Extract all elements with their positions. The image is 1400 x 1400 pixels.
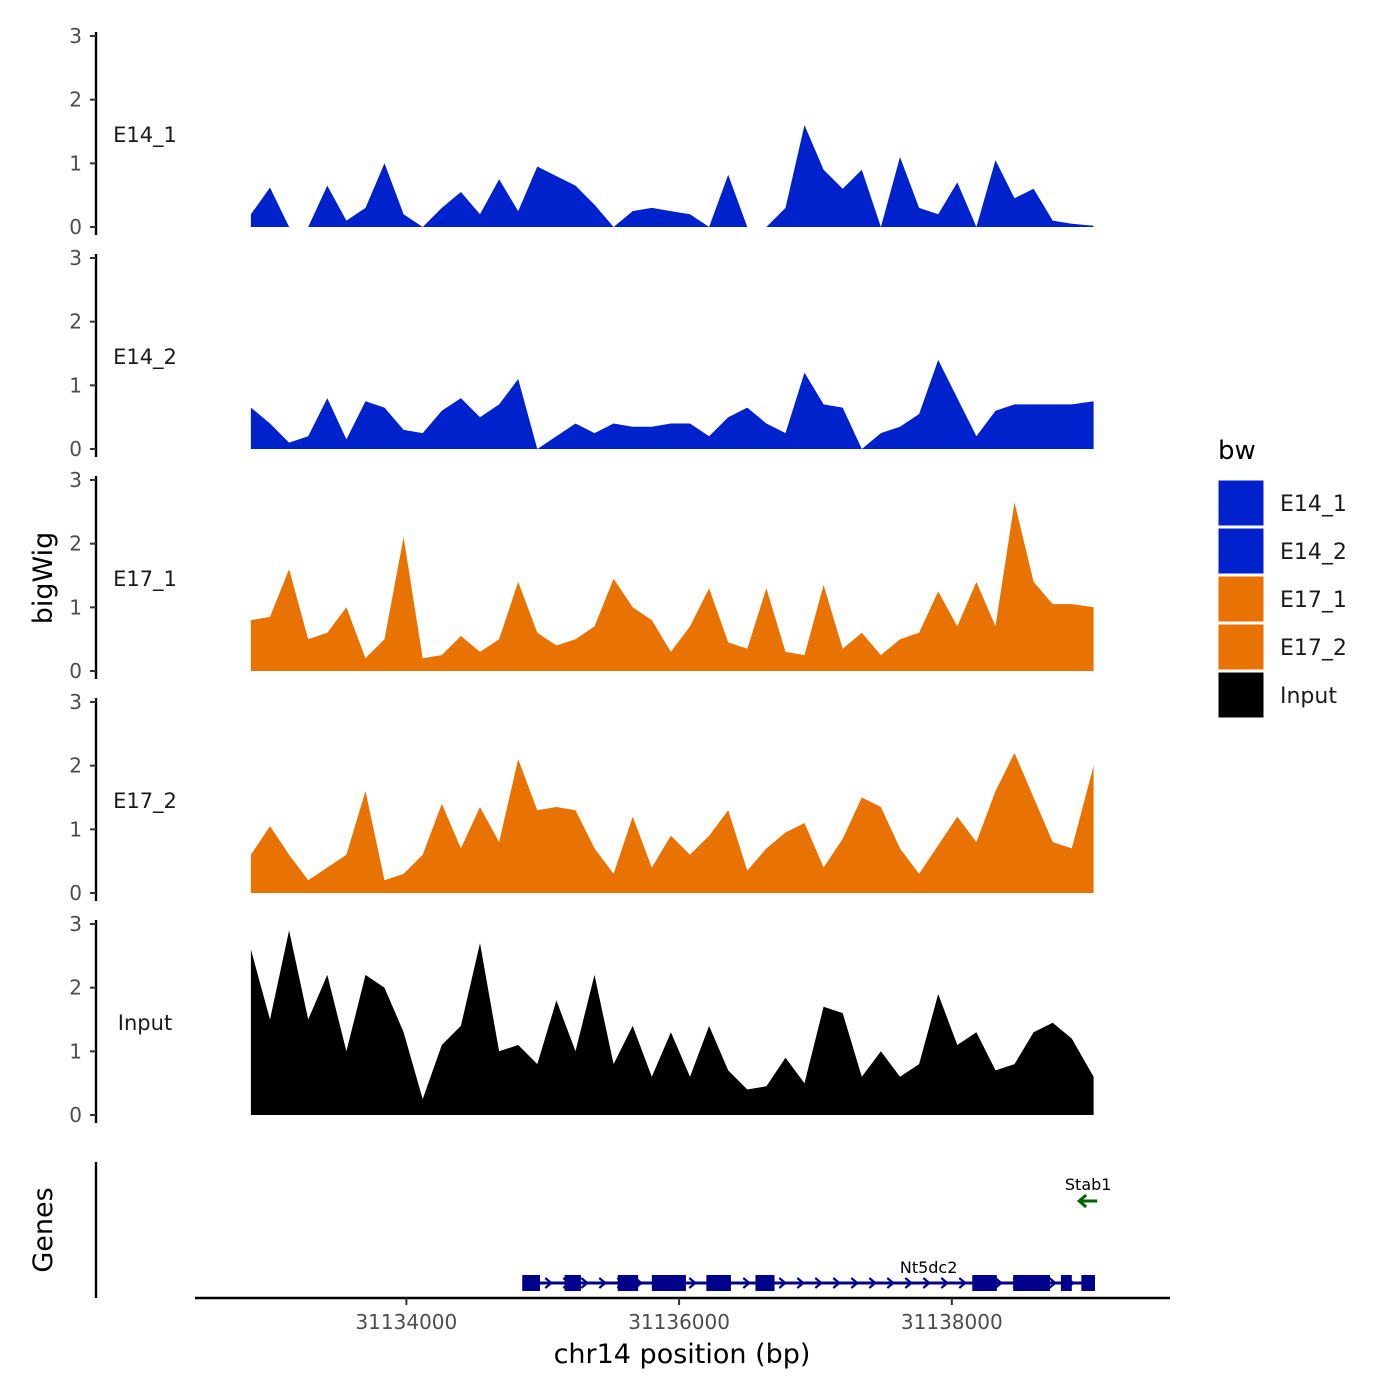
gene-track: 31134000 31136000 31138000 Nt5dc2 Stab1 [94,1162,1170,1334]
track-E17_2: 0 1 2 3 E17_2 [69,690,1094,905]
strand-arrow [922,1277,931,1289]
y-tick-label: 0 [69,215,82,239]
legend-label: E14_2 [1280,540,1347,565]
legend-label: Input [1280,684,1337,709]
y-tick-label: 1 [69,817,82,841]
strand-arrow [814,1277,823,1289]
track-E14_1: 0 1 2 3 E14_1 [69,24,1094,239]
exon [1013,1275,1050,1291]
exon [972,1275,997,1291]
y-tick-label: 2 [69,754,82,778]
y-tick-label: 0 [69,659,82,683]
strand-arrow [958,1277,967,1289]
y-tick-label: 3 [69,246,82,270]
legend-label: E17_1 [1280,588,1347,613]
legend-swatch-E17_2 [1217,623,1265,671]
y-tick-label: 1 [69,1039,82,1063]
strand-arrow-head [1076,1193,1088,1209]
strand-arrow [544,1277,553,1289]
legend-title: bw [1218,436,1256,466]
y-tick-label: 3 [69,24,82,48]
y-tick-label: 2 [69,88,82,112]
track-label: E17_1 [113,567,177,592]
y-tick-label: 0 [69,881,82,905]
gene-models: Nt5dc2 Stab1 [522,1175,1111,1291]
track-label: Input [118,1011,172,1035]
exon [564,1275,581,1291]
strand-arrow [580,1277,589,1289]
y-tick-label: 1 [69,595,82,619]
y-tick-label: 1 [69,151,82,175]
x-tick-label: 31136000 [628,1310,730,1334]
exon [1081,1275,1095,1291]
signal-area-E14_2 [250,359,1094,449]
strand-arrow [886,1277,895,1289]
exon [522,1275,540,1291]
exon [617,1275,639,1291]
y-tick-label: 3 [69,912,82,936]
strand-arrow [940,1277,949,1289]
signal-area-E14_1 [250,125,1094,227]
track-E14_2: 0 1 2 3 E14_2 [69,246,1094,461]
signal-area-E17_1 [250,502,1094,671]
x-tick-label: 31134000 [355,1310,457,1334]
exon [706,1275,731,1291]
legend-label: E14_1 [1280,492,1347,517]
x-axis-title: chr14 position (bp) [554,1339,811,1370]
strand-arrow [832,1277,841,1289]
y-tick-label: 3 [69,468,82,492]
track-label: E14_2 [113,345,177,370]
exon [1060,1275,1072,1291]
strand-arrow [994,1277,1003,1289]
y-tick-label: 1 [69,373,82,397]
legend-swatch-E17_1 [1217,575,1265,623]
strand-arrow [1048,1277,1057,1289]
x-axis-ticks: 31134000 31136000 31138000 [355,1298,1003,1334]
strand-arrow [850,1277,859,1289]
strand-arrow [688,1277,697,1289]
y-tick-label: 2 [69,532,82,556]
y-tick-label: 2 [69,310,82,334]
x-tick-label: 31138000 [901,1310,1003,1334]
strand-arrow [598,1277,607,1289]
exon [651,1275,686,1291]
y-axis-title: bigWig [28,532,59,625]
y-tick-label: 2 [69,976,82,1000]
signal-tracks: 0 1 2 3 E14_1 0 1 2 3 E14_2 0 1 2 3 E17_1 0 1 2 3 E17_2 0 1 2 3… [69,24,1094,1127]
gene-Stab1: Stab1 [1065,1175,1112,1209]
legend-swatch-E14_2 [1217,527,1265,575]
legend-swatch-Input [1217,671,1265,719]
signal-area-E17_2 [250,752,1094,893]
gene-name: Nt5dc2 [900,1258,958,1277]
gene-name: Stab1 [1065,1175,1112,1194]
exon [755,1275,775,1291]
track-label: E17_2 [113,789,177,814]
strand-arrow [796,1277,805,1289]
gene-Nt5dc2: Nt5dc2 [522,1258,1095,1291]
signal-area-Input [250,930,1094,1115]
y-tick-label: 0 [69,1103,82,1127]
track-label: E14_1 [113,123,177,148]
y-tick-label: 0 [69,437,82,461]
legend: bw E14_1 E14_2 E17_1 E17_2 Input [1217,436,1347,719]
legend-swatch-E14_1 [1217,479,1265,527]
y-tick-label: 3 [69,690,82,714]
track-E17_1: 0 1 2 3 E17_1 [69,468,1094,683]
strand-arrow [904,1277,913,1289]
track-Input: 0 1 2 3 Input [69,912,1094,1127]
strand-arrow [742,1277,751,1289]
strand-arrow [868,1277,877,1289]
strand-arrow [778,1277,787,1289]
genes-axis-title: Genes [28,1187,59,1272]
legend-label: E17_2 [1280,636,1347,661]
